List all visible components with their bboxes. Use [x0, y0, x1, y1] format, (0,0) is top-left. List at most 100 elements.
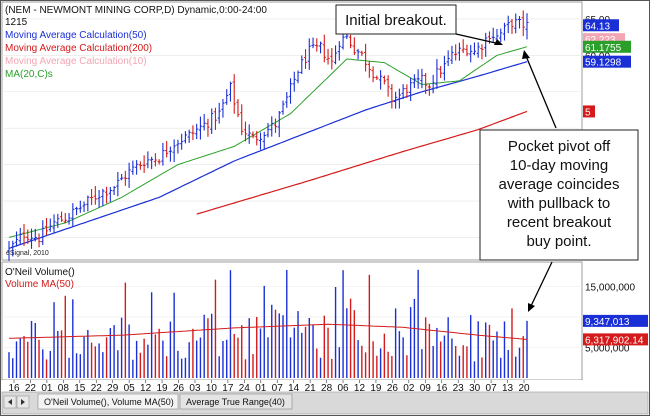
x-tick-label: 02	[403, 383, 415, 394]
volume-tick-label: 15,000,000	[585, 282, 635, 293]
ohlc-bar	[206, 118, 210, 137]
ohlc-bar	[168, 146, 173, 162]
ohlc-bar	[258, 132, 263, 150]
ma-200-path	[196, 110, 528, 215]
ohlc-bar	[232, 74, 236, 114]
ohlc-bar	[491, 27, 495, 42]
ohlc-bar	[48, 218, 52, 232]
ohlc-bar	[416, 69, 420, 89]
x-tick-label: 12	[140, 383, 152, 394]
price-tag-label: 61.1755	[585, 43, 622, 54]
ohlc-bar	[33, 228, 37, 242]
ohlc-bar	[153, 153, 157, 167]
ohlc-bar	[89, 188, 94, 206]
ohlc-bar	[461, 39, 465, 54]
ohlc-bar	[300, 55, 304, 74]
ohlc-bar	[401, 84, 405, 100]
x-tick-label: 22	[91, 383, 103, 394]
ohlc-bar	[157, 159, 161, 165]
arrowhead-icon	[522, 50, 530, 59]
ohlc-bar	[270, 116, 274, 137]
x-tick-label: 12	[354, 383, 366, 394]
ohlc-bar	[150, 156, 154, 170]
price-tag-label: 59.1298	[585, 58, 622, 69]
volume-tick-label: 5,000,000	[585, 343, 630, 354]
ohlc-bar	[74, 206, 79, 216]
ohlc-bar	[390, 84, 394, 109]
price-bars	[7, 10, 529, 261]
ohlc-bar	[363, 43, 368, 72]
tab-atr-bg[interactable]	[179, 393, 293, 410]
ohlc-bar	[18, 227, 22, 245]
tab-average-true-range[interactable]: Average True Range(40)	[179, 393, 293, 410]
ohlc-bar	[135, 160, 139, 175]
x-tick-label: 16	[436, 383, 448, 394]
chevron-right-icon	[21, 399, 25, 405]
ohlc-bar	[352, 37, 356, 56]
ohlc-bar	[397, 88, 401, 109]
pocket-pivot-line-4: with pullback to	[507, 195, 611, 212]
pocket-pivot-line-6: buy point.	[526, 233, 591, 250]
volume-plot-area	[1, 261, 583, 381]
ohlc-bar	[67, 212, 71, 225]
chart-subtitle: 1215	[5, 17, 28, 28]
ohlc-bar	[521, 10, 525, 37]
legend-ma-200: Moving Average Calculation(200)	[5, 43, 152, 54]
x-tick-label: 19	[157, 383, 169, 394]
ohlc-bar	[29, 228, 34, 249]
tab-volume-bg[interactable]	[37, 393, 179, 410]
price-tag-label: 64.13	[585, 21, 610, 32]
x-tick-label: 03	[189, 383, 201, 394]
pocket-pivot-line-1: Pocket pivot off	[508, 138, 611, 155]
tab-bar: O'Neil Volume(), Volume MA(50) Average T…	[1, 391, 649, 415]
initial-breakout-arrow	[455, 33, 501, 45]
ohlc-bar	[127, 162, 131, 188]
ohlc-bar	[371, 66, 375, 83]
pocket-pivot-arrow-up	[525, 55, 557, 129]
ohlc-bar	[37, 233, 41, 248]
annotations: Initial breakout. Pocket pivot off 10-da…	[335, 4, 639, 312]
ohlc-bar	[322, 34, 326, 63]
x-tick-label: 21	[305, 383, 317, 394]
volume-bars	[8, 269, 528, 378]
ohlc-bar	[296, 70, 300, 84]
ohlc-bar	[326, 48, 330, 65]
ohlc-bar	[176, 139, 180, 154]
ohlc-bar	[333, 45, 338, 65]
price-tag-label: 5	[585, 107, 591, 118]
ohlc-bar	[217, 102, 221, 124]
ohlc-bar	[71, 203, 75, 228]
ohlc-bar	[450, 45, 454, 64]
volume-tag-bg	[583, 314, 648, 327]
ohlc-bar	[221, 98, 225, 118]
ohlc-bar	[104, 186, 109, 204]
ohlc-bar	[465, 44, 469, 57]
price-tag-bg	[583, 40, 631, 53]
ohlc-bar	[86, 195, 90, 212]
tab-nav-arrows[interactable]	[3, 395, 30, 409]
ohlc-bar	[191, 125, 195, 141]
ohlc-bar	[457, 42, 462, 61]
ohlc-bar	[446, 50, 450, 67]
price-tag: 5	[583, 105, 595, 118]
ohlc-bar	[266, 122, 270, 138]
x-tick-label: 15	[74, 383, 86, 394]
ohlc-bar	[56, 213, 60, 228]
volume-tag-bg	[583, 333, 648, 346]
x-tick-label: 26	[173, 383, 185, 394]
ohlc-bar	[142, 155, 146, 173]
x-tick-label: 28	[321, 383, 333, 394]
x-tick-label: 20	[518, 383, 530, 394]
tab-volume[interactable]: O'Neil Volume(), Volume MA(50)	[37, 393, 179, 410]
pocket-pivot-line-5: recent breakout	[507, 214, 612, 231]
ohlc-bar	[78, 200, 82, 213]
ohlc-bar	[405, 84, 409, 98]
volume-axis: 15,000,000 5,000,000 9,347,013 6,317,902.14	[583, 282, 648, 354]
volume-tag: 9,347,013	[583, 314, 648, 328]
ohlc-bar	[210, 108, 214, 134]
x-tick-label: 19	[370, 383, 382, 394]
ohlc-bar	[303, 49, 308, 69]
ohlc-bar	[375, 75, 379, 80]
ohlc-bar	[311, 37, 315, 49]
